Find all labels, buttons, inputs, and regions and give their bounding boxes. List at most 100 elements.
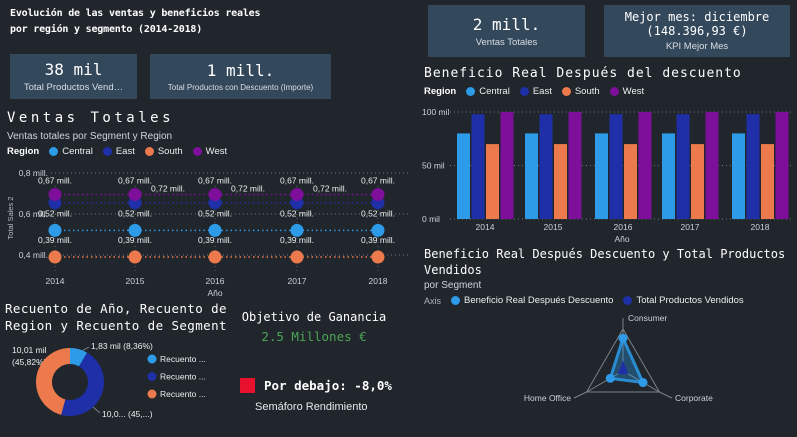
recuento-donut-chart[interactable]: 1,83 mil (8,36%) 10,01 mil (45,82%) 10,0…	[5, 335, 233, 435]
radar-chart[interactable]: Consumer Corporate Home Office	[420, 310, 797, 437]
kpi-value: 1 mill.	[206, 61, 275, 80]
donut-label-connector	[92, 406, 101, 414]
legend-item-east[interactable]: East	[519, 86, 552, 97]
bar-west-2017[interactable]	[705, 112, 719, 219]
data-label: 0,67 mill.	[361, 176, 395, 186]
legend-title: Axis	[424, 295, 442, 306]
x-tick-label: 2016	[614, 222, 633, 232]
data-label: 0,67 mill.	[38, 176, 72, 186]
y-axis-title: Total Sales 2	[6, 197, 15, 240]
kpi-card-productos-vendidos[interactable]: 38 mil Total Productos Vend…	[10, 54, 137, 99]
legend-item-central[interactable]: Central	[49, 146, 93, 157]
radar-series-total-productos-vendidos[interactable]	[618, 361, 629, 375]
y-tick-label: 0 mil	[422, 214, 440, 224]
scatter-point-south[interactable]	[128, 250, 142, 264]
bar-east-2015[interactable]	[539, 114, 553, 219]
legend-item-total-productos-vendidos[interactable]: Total Productos Vendidos	[623, 295, 744, 306]
bar-east-2018[interactable]	[746, 114, 760, 219]
bar-south-2015[interactable]	[554, 144, 567, 219]
ventas-scatter-chart[interactable]: 0,8 mill. 0,6 mill. 0,4 mill. Total Sales 2…	[3, 160, 415, 300]
x-tick-label: 2018	[369, 276, 388, 286]
scatter-point-west[interactable]	[290, 188, 304, 202]
scatter-point-central[interactable]	[48, 223, 62, 237]
kpi-card-ventas-totales[interactable]: 2 mill. Ventas Totales	[428, 5, 585, 57]
legend-item-beneficio-real-despu-s-descuento[interactable]: Beneficio Real Después Descuento	[451, 295, 613, 306]
legend-item-west[interactable]: West	[609, 86, 644, 97]
donut-slice-label: 10,01 mil	[12, 345, 47, 355]
legend-item-south[interactable]: South	[144, 146, 183, 157]
legend-item-west[interactable]: West	[192, 146, 227, 157]
dashboard-title: Evolución de las ventas y beneficios rea…	[10, 6, 260, 38]
status-indicator: Por debajo: -8,0%	[240, 378, 392, 393]
radar-point[interactable]	[618, 333, 628, 343]
donut-slice-0[interactable]	[70, 348, 88, 367]
bar-central-2015[interactable]	[525, 133, 538, 219]
donut-legend-label: Recuento ...	[160, 372, 206, 382]
dashboard-title-line1: Evolución de las ventas y beneficios rea…	[10, 8, 261, 19]
status-square-icon	[240, 378, 255, 393]
bar-central-2014[interactable]	[457, 133, 470, 219]
kpi-card-productos-descuento[interactable]: 1 mill. Total Productos con Descuento (I…	[150, 54, 331, 99]
bar-west-2018[interactable]	[775, 112, 789, 219]
legend-item-south[interactable]: South	[561, 86, 600, 97]
bar-south-2017[interactable]	[691, 144, 704, 219]
y-tick-label: 100 mil	[422, 107, 450, 117]
kpi-value-line2: (148.396,93 €)	[646, 24, 748, 38]
legend-label: Total Productos Vendidos	[636, 295, 744, 306]
scatter-point-south[interactable]	[48, 250, 62, 264]
bar-central-2016[interactable]	[595, 133, 608, 219]
scatter-point-central[interactable]	[208, 223, 222, 237]
radar-point[interactable]	[638, 378, 648, 388]
legend-dot-icon	[49, 147, 59, 156]
status-text: Por debajo: -8,0%	[264, 378, 392, 393]
radar-point[interactable]	[605, 373, 615, 383]
scatter-point-south[interactable]	[290, 250, 304, 264]
legend-dot-icon	[519, 87, 529, 96]
donut-legend-label: Recuento ...	[160, 389, 206, 399]
bar-south-2014[interactable]	[486, 144, 499, 219]
scatter-point-south[interactable]	[371, 250, 385, 264]
data-label: 0,39 mill.	[38, 235, 72, 245]
x-tick-label: 2017	[288, 276, 307, 286]
data-label: 0,39 mill.	[280, 235, 314, 245]
legend-dot-icon	[147, 389, 157, 399]
radar-axis-label: Home Office	[524, 393, 571, 403]
scatter-point-west[interactable]	[128, 188, 142, 202]
x-axis-title: Año	[614, 234, 629, 244]
scatter-point-west[interactable]	[371, 188, 385, 202]
scatter-point-central[interactable]	[290, 223, 304, 237]
legend-item-central[interactable]: Central	[466, 86, 510, 97]
donut-slice-1[interactable]	[61, 352, 104, 416]
legend-label: Central	[479, 86, 510, 97]
bar-central-2018[interactable]	[732, 133, 745, 219]
radar-label-connector	[659, 391, 673, 399]
kpi-label: Total Productos con Descuento (Importe)	[167, 83, 314, 92]
bar-east-2016[interactable]	[609, 114, 623, 219]
radar-chart-subtitle: por Segment	[424, 280, 482, 291]
kpi-card-mejor-mes[interactable]: Mejor mes: diciembre (148.396,93 €) KPI …	[604, 5, 790, 57]
beneficio-legend: Region Central East South West	[424, 86, 644, 97]
scatter-point-central[interactable]	[371, 223, 385, 237]
bar-south-2018[interactable]	[761, 144, 774, 219]
legend-item-east[interactable]: East	[102, 146, 135, 157]
scatter-point-west[interactable]	[48, 188, 62, 202]
scatter-point-central[interactable]	[128, 223, 142, 237]
legend-dot-icon	[466, 87, 476, 96]
donut-slice-2[interactable]	[36, 348, 70, 415]
data-label: 0,52 mill.	[361, 208, 395, 218]
bar-west-2015[interactable]	[568, 112, 582, 219]
radar-series-beneficio-real-despu-s-descuento[interactable]	[608, 336, 645, 385]
bar-central-2017[interactable]	[662, 133, 675, 219]
scatter-point-south[interactable]	[208, 250, 222, 264]
bar-west-2016[interactable]	[638, 112, 652, 219]
scatter-point-west[interactable]	[208, 188, 222, 202]
beneficio-bar-chart[interactable]: 100 mil 50 mil 0 mil 2014 2015 2016 2017 2018 Añ…	[420, 98, 797, 245]
kpi-label: Total Productos Vend…	[23, 82, 124, 93]
bar-south-2016[interactable]	[624, 144, 637, 219]
bar-east-2017[interactable]	[676, 114, 690, 219]
bar-west-2014[interactable]	[500, 112, 514, 219]
kpi-value: 38 mil	[44, 60, 103, 79]
kpi-value: 2 mill.	[472, 14, 541, 34]
ventas-chart-title: Ventas Totales	[7, 110, 175, 126]
bar-east-2014[interactable]	[471, 114, 485, 219]
